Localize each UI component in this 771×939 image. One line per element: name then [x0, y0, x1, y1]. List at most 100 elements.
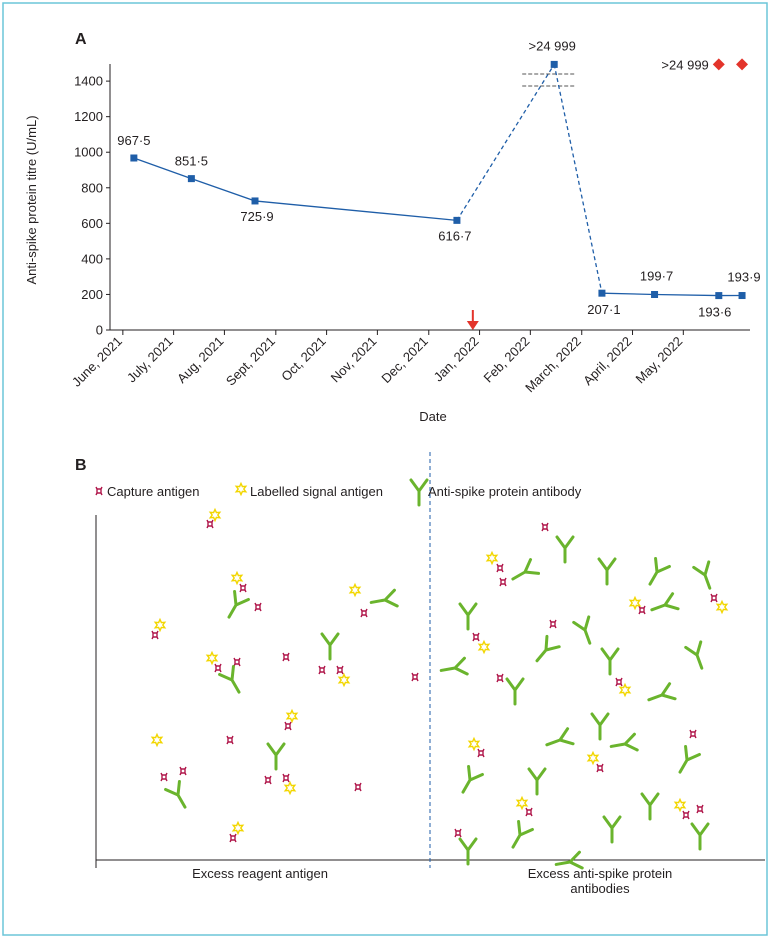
y-tick-label: 400 — [81, 251, 103, 266]
capture-antigen — [472, 632, 480, 642]
antibody — [572, 615, 592, 645]
x-tick-label: Aug, 2021 — [174, 334, 227, 387]
capture-antigen — [284, 721, 292, 731]
point — [251, 197, 259, 205]
antibody — [684, 640, 704, 670]
capture-antigen — [354, 782, 362, 792]
capture-antigen — [233, 657, 241, 667]
column-label: Excess reagent antigen — [192, 866, 328, 881]
x-tick-label: Feb, 2022 — [480, 334, 532, 386]
y-tick-label: 800 — [81, 180, 103, 195]
antibody — [409, 478, 429, 507]
antibody — [640, 792, 660, 821]
antibody — [555, 535, 575, 564]
antibody — [505, 677, 525, 706]
antibody — [648, 556, 671, 586]
capture-antigen — [411, 672, 419, 682]
capture-antigen — [214, 663, 222, 673]
x-tick-label: May, 2022 — [633, 334, 686, 387]
capture-antigen — [615, 677, 623, 687]
antibody — [511, 819, 534, 849]
legend-label: Labelled signal antigen — [250, 484, 383, 499]
antibody — [600, 647, 620, 676]
signal-antigen — [715, 599, 729, 615]
antibody — [609, 732, 639, 752]
antibody — [678, 744, 701, 774]
capture-antigen — [206, 519, 214, 529]
line-segment — [553, 64, 603, 294]
point — [738, 292, 746, 300]
line-segment — [133, 157, 192, 180]
point — [736, 58, 749, 71]
signal-antigen — [477, 639, 491, 655]
capture-antigen — [336, 665, 344, 675]
point — [550, 60, 558, 68]
signal-antigen — [230, 570, 244, 586]
capture-antigen — [525, 807, 533, 817]
capture-antigen — [318, 665, 326, 675]
point — [453, 216, 461, 224]
x-tick-label: Oct, 2021 — [278, 334, 328, 384]
x-tick-label: March, 2022 — [522, 334, 584, 396]
value-label: >24 999 — [529, 38, 576, 53]
line-segment — [254, 200, 457, 222]
value-label: 193·6 — [698, 305, 731, 320]
signal-antigen — [467, 736, 481, 752]
y-tick-label: 600 — [81, 216, 103, 231]
capture-antigen — [282, 652, 290, 662]
y-axis-label: Anti-spike protein titre (U/mL) — [24, 115, 39, 284]
value-label: 725·9 — [240, 209, 273, 224]
antibody — [650, 592, 680, 612]
signal-antigen — [485, 550, 499, 566]
antibody — [218, 664, 241, 694]
capture-antigen — [151, 630, 159, 640]
panel-label: B — [75, 457, 87, 474]
capture-antigen — [229, 833, 237, 843]
legend-label: Capture antigen — [107, 484, 200, 499]
y-tick-label: 1400 — [74, 74, 103, 89]
y-tick-label: 0 — [96, 323, 103, 338]
y-tick-label: 1200 — [74, 109, 103, 124]
antibody — [458, 837, 478, 866]
antibody — [369, 588, 399, 608]
antibody — [227, 589, 250, 619]
capture-antigen — [254, 602, 262, 612]
value-label: 616·7 — [438, 228, 471, 243]
signal-antigen — [150, 732, 164, 748]
capture-antigen — [264, 775, 272, 785]
capture-antigen — [496, 673, 504, 683]
capture-antigen — [360, 608, 368, 618]
signal-antigen — [231, 820, 245, 836]
x-tick-label: Nov, 2021 — [328, 334, 380, 386]
capture-antigen — [689, 729, 697, 739]
signal-antigen — [205, 650, 219, 666]
y-tick-label: 200 — [81, 287, 103, 302]
signal-antigen — [618, 682, 632, 698]
point — [651, 290, 659, 298]
antibody — [266, 742, 286, 771]
capture-antigen — [179, 766, 187, 776]
signal-antigen — [628, 595, 642, 611]
signal-antigen — [337, 672, 351, 688]
antibody — [439, 656, 469, 676]
line-segment — [601, 292, 655, 296]
capture-antigen — [496, 563, 504, 573]
antibody — [692, 560, 712, 590]
capture-antigen — [239, 583, 247, 593]
capture-antigen — [541, 522, 549, 532]
antibody — [164, 779, 187, 809]
signal-antigen — [515, 795, 529, 811]
capture-antigen — [499, 577, 507, 587]
antibody — [458, 602, 478, 631]
x-tick-label: April, 2022 — [580, 334, 635, 389]
value-label: 967·5 — [117, 133, 150, 148]
antibody — [545, 727, 575, 747]
value-label: 193·9 — [727, 270, 760, 285]
signal-antigen — [348, 582, 362, 598]
capture-antigen — [596, 763, 604, 773]
antibody — [320, 632, 340, 661]
capture-antigen — [696, 804, 704, 814]
capture-antigen — [549, 619, 557, 629]
